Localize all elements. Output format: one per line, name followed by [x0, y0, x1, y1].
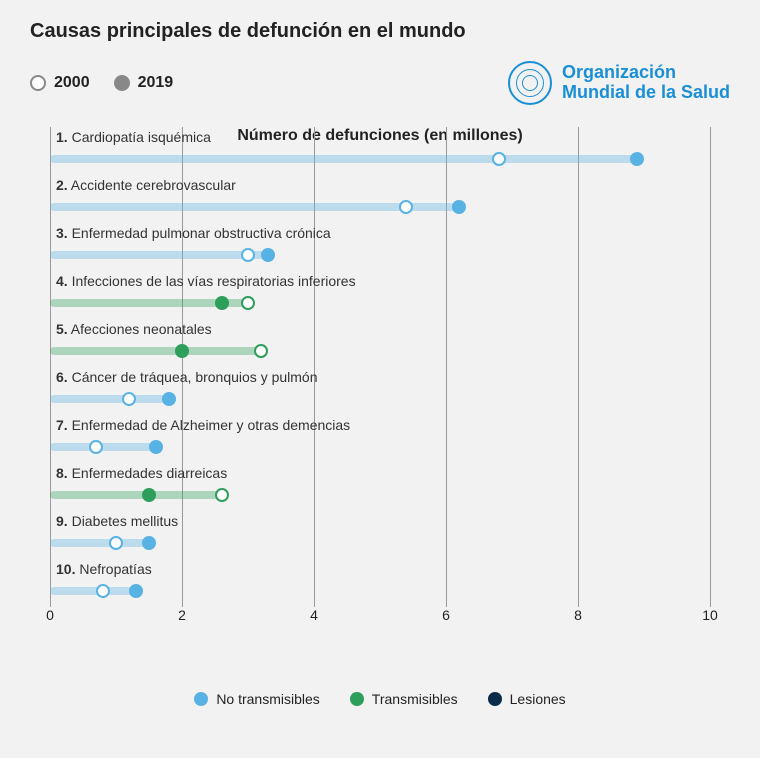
legend-dot-icon	[194, 692, 208, 706]
marker-2019	[175, 344, 189, 358]
row-label: 8. Enfermedades diarreicas	[56, 465, 227, 481]
marker-2000	[109, 536, 123, 550]
open-circle-icon	[30, 75, 46, 91]
chart-row: 7. Enfermedad de Alzheimer y otras demen…	[50, 415, 710, 463]
category-legend-item: Lesiones	[488, 691, 566, 707]
x-tick: 8	[574, 607, 582, 623]
marker-2019	[149, 440, 163, 454]
marker-2000	[122, 392, 136, 406]
marker-2000	[492, 152, 506, 166]
x-tick: 10	[702, 607, 718, 623]
category-legend: No transmisibles Transmisibles Lesiones	[30, 691, 730, 707]
chart-row: 8. Enfermedades diarreicas	[50, 463, 710, 511]
legend-label: Transmisibles	[372, 691, 458, 707]
legend-label: Lesiones	[510, 691, 566, 707]
legend-label: No transmisibles	[216, 691, 319, 707]
who-text-line2: Mundial de la Salud	[562, 83, 730, 103]
legend-year-2000: 2000	[30, 74, 90, 92]
legend-dot-icon	[488, 692, 502, 706]
chart-row: 5. Afecciones neonatales	[50, 319, 710, 367]
marker-2019	[129, 584, 143, 598]
marker-2019	[142, 536, 156, 550]
category-legend-item: Transmisibles	[350, 691, 458, 707]
x-tick: 0	[46, 607, 54, 623]
chart-row: 4. Infecciones de las vías respiratorias…	[50, 271, 710, 319]
bar-track	[50, 251, 268, 259]
bar-track	[50, 347, 261, 355]
bar-track	[50, 203, 459, 211]
x-tick: 2	[178, 607, 186, 623]
row-label: 1. Cardiopatía isquémica	[56, 129, 211, 145]
row-label: 9. Diabetes mellitus	[56, 513, 178, 529]
x-tick: 6	[442, 607, 450, 623]
chart-title: Causas principales de defunción en el mu…	[30, 20, 730, 43]
marker-2000	[215, 488, 229, 502]
row-label: 10. Nefropatías	[56, 561, 152, 577]
row-label: 7. Enfermedad de Alzheimer y otras demen…	[56, 417, 350, 433]
marker-2000	[241, 248, 255, 262]
row-label: 6. Cáncer de tráquea, bronquios y pulmón	[56, 369, 318, 385]
bar-track	[50, 395, 169, 403]
who-text-line1: Organización	[562, 63, 730, 83]
row-label: 3. Enfermedad pulmonar obstructiva cróni…	[56, 225, 331, 241]
row-label: 4. Infecciones de las vías respiratorias…	[56, 273, 356, 289]
who-logo: Organización Mundial de la Salud	[508, 61, 730, 105]
filled-circle-icon	[114, 75, 130, 91]
marker-2000	[96, 584, 110, 598]
x-axis: 0246810	[50, 607, 710, 647]
chart-row: 1. Cardiopatía isquémica	[50, 127, 710, 175]
category-legend-item: No transmisibles	[194, 691, 319, 707]
bar-track	[50, 155, 637, 163]
who-emblem-icon	[508, 61, 552, 105]
marker-2019	[261, 248, 275, 262]
chart-row: 3. Enfermedad pulmonar obstructiva cróni…	[50, 223, 710, 271]
marker-2000	[89, 440, 103, 454]
header-row: 2000 2019 Organización Mundial de la Sal…	[30, 61, 730, 105]
bar-track	[50, 539, 149, 547]
marker-2019	[162, 392, 176, 406]
marker-2019	[215, 296, 229, 310]
legend-2000-label: 2000	[54, 74, 90, 92]
chart-row: 10. Nefropatías	[50, 559, 710, 607]
marker-2000	[241, 296, 255, 310]
row-label: 5. Afecciones neonatales	[56, 321, 212, 337]
row-label: 2. Accidente cerebrovascular	[56, 177, 236, 193]
marker-2000	[254, 344, 268, 358]
marker-2019	[452, 200, 466, 214]
legend-dot-icon	[350, 692, 364, 706]
chart-row: 9. Diabetes mellitus	[50, 511, 710, 559]
bar-track	[50, 587, 136, 595]
legend-2019-label: 2019	[138, 74, 174, 92]
chart-area: 1. Cardiopatía isquémica 2. Accidente cer…	[50, 127, 710, 647]
marker-2019	[142, 488, 156, 502]
plot-region: 1. Cardiopatía isquémica 2. Accidente cer…	[50, 127, 710, 607]
bar-track	[50, 491, 222, 499]
gridline	[710, 127, 711, 607]
chart-row: 6. Cáncer de tráquea, bronquios y pulmón	[50, 367, 710, 415]
chart-row: 2. Accidente cerebrovascular	[50, 175, 710, 223]
x-tick: 4	[310, 607, 318, 623]
marker-2019	[630, 152, 644, 166]
legend-year-2019: 2019	[114, 74, 174, 92]
year-legend: 2000 2019	[30, 74, 173, 92]
marker-2000	[399, 200, 413, 214]
